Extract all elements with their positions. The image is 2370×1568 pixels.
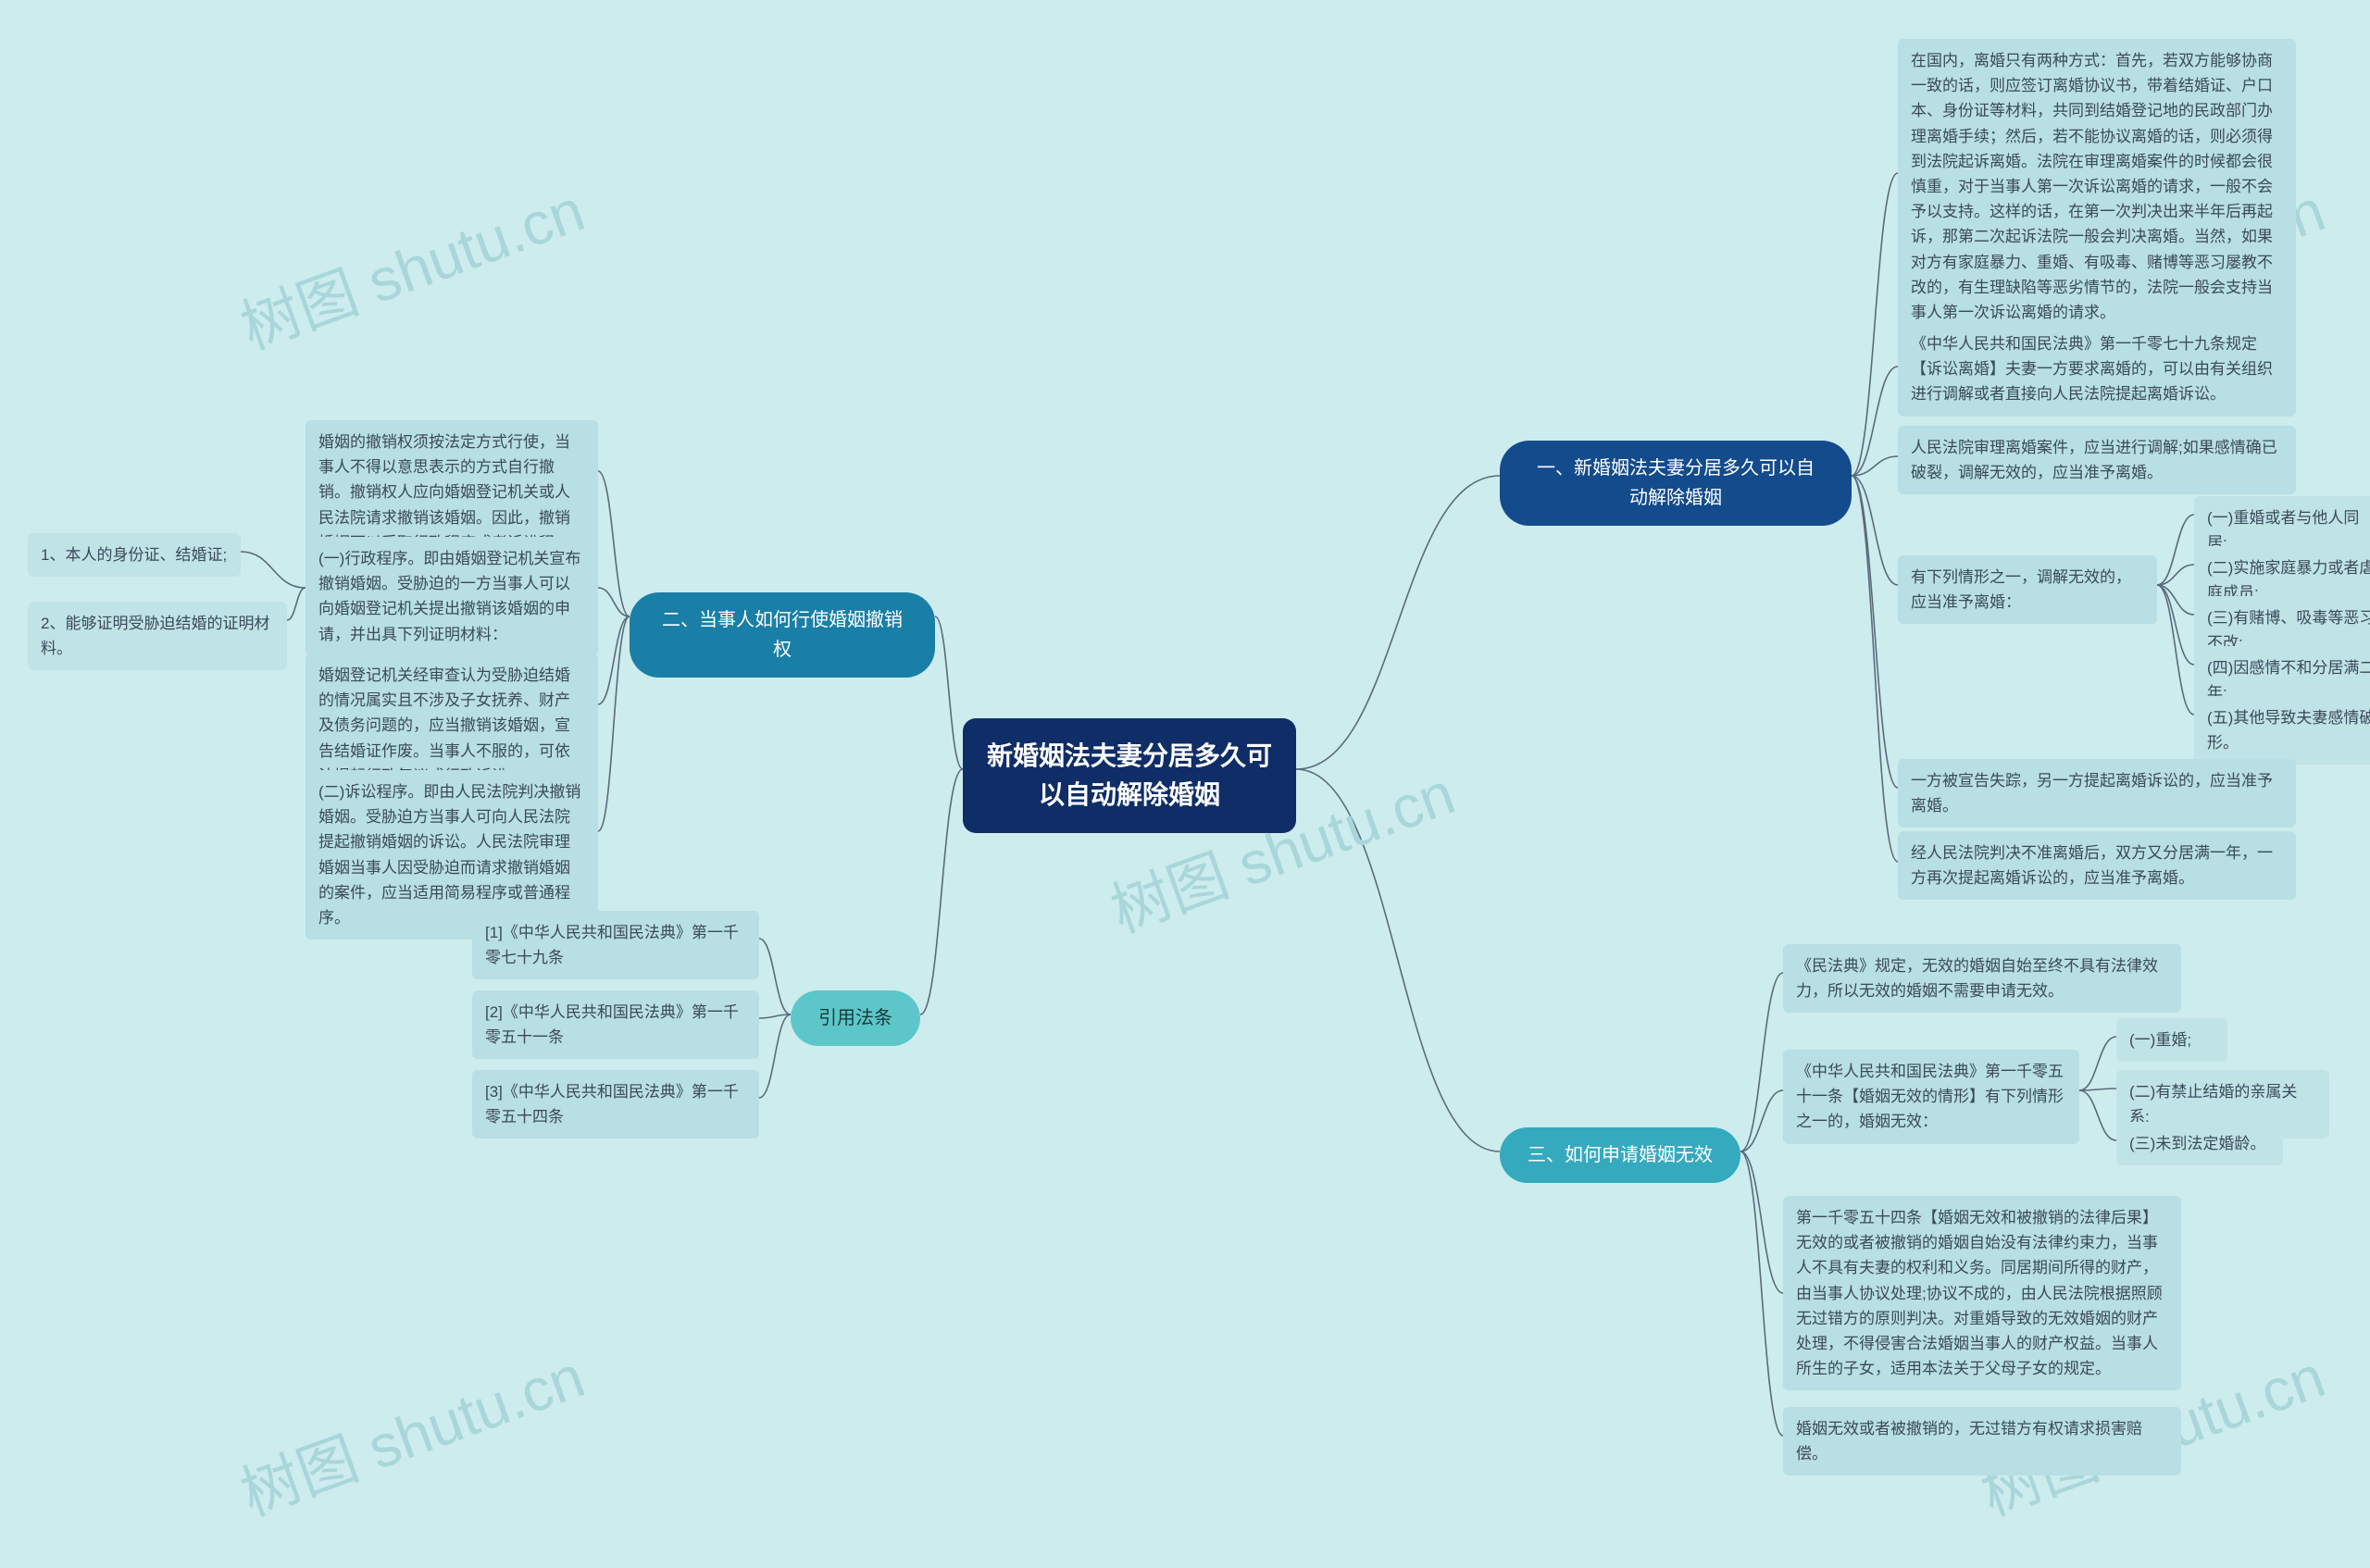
branch-1-leaf[interactable]: 在国内，离婚只有两种方式：首先，若双方能够协商一致的话，则应签订离婚协议书，带着… (1898, 39, 2296, 334)
branch-2-leaf[interactable]: (一)行政程序。即由婚姻登记机关宣布撤销婚姻。受胁迫的一方当事人可以向婚姻登记机… (306, 537, 598, 656)
branch-1-leaf[interactable]: 经人民法院判决不准离婚后，双方又分居满一年，一方再次提起离婚诉讼的，应当准予离婚… (1898, 831, 2296, 900)
branch-2-sub-leaf[interactable]: 1、本人的身份证、结婚证; (28, 533, 241, 577)
branch-node-4[interactable]: 引用法条 (791, 990, 920, 1046)
branch-1-leaf[interactable]: 人民法院审理离婚案件，应当进行调解;如果感情确已破裂，调解无效的，应当准予离婚。 (1898, 426, 2296, 494)
branch-1-sub-leaf[interactable]: (五)其他导致夫妻感情破裂的情形。 (2194, 696, 2370, 765)
branch-3-leaf[interactable]: 《中华人民共和国民法典》第一千零五十一条【婚姻无效的情形】有下列情形之一的，婚姻… (1783, 1050, 2079, 1144)
root-node[interactable]: 新婚姻法夫妻分居多久可以自动解除婚姻 (963, 718, 1296, 833)
branch-1-leaf[interactable]: 一方被宣告失踪，另一方提起离婚诉讼的，应当准予离婚。 (1898, 759, 2296, 828)
branch-4-leaf[interactable]: [3]《中华人民共和国民法典》第一千零五十四条 (472, 1070, 759, 1139)
branch-3-leaf[interactable]: 《民法典》规定，无效的婚姻自始至终不具有法律效力，所以无效的婚姻不需要申请无效。 (1783, 944, 2181, 1013)
branch-3-leaf[interactable]: 婚姻无效或者被撤销的，无过错方有权请求损害赔偿。 (1783, 1407, 2181, 1475)
branch-3-sub-leaf[interactable]: (三)未到法定婚龄。 (2116, 1122, 2283, 1165)
branch-3-sub-leaf[interactable]: (一)重婚; (2116, 1018, 2227, 1062)
branch-2-sub-leaf[interactable]: 2、能够证明受胁迫结婚的证明材料。 (28, 602, 287, 670)
branch-node-2[interactable]: 二、当事人如何行使婚姻撤销权 (630, 592, 935, 678)
branch-node-3[interactable]: 三、如何申请婚姻无效 (1500, 1127, 1740, 1183)
branch-3-leaf[interactable]: 第一千零五十四条【婚姻无效和被撤销的法律后果】无效的或者被撤销的婚姻自始没有法律… (1783, 1196, 2181, 1390)
branch-1-leaf[interactable]: 有下列情形之一，调解无效的，应当准予离婚： (1898, 555, 2157, 624)
branch-4-leaf[interactable]: [1]《中华人民共和国民法典》第一千零七十九条 (472, 911, 759, 979)
branch-4-leaf[interactable]: [2]《中华人民共和国民法典》第一千零五十一条 (472, 990, 759, 1059)
mindmap-canvas: 树图 shutu.cn 树图 shutu.cn 树图 shutu.cn 树图 s… (0, 0, 2370, 1568)
branch-node-1[interactable]: 一、新婚姻法夫妻分居多久可以自动解除婚姻 (1500, 441, 1852, 526)
branch-1-leaf[interactable]: 《中华人民共和国民法典》第一千零七十九条规定【诉讼离婚】夫妻一方要求离婚的，可以… (1898, 322, 2296, 417)
